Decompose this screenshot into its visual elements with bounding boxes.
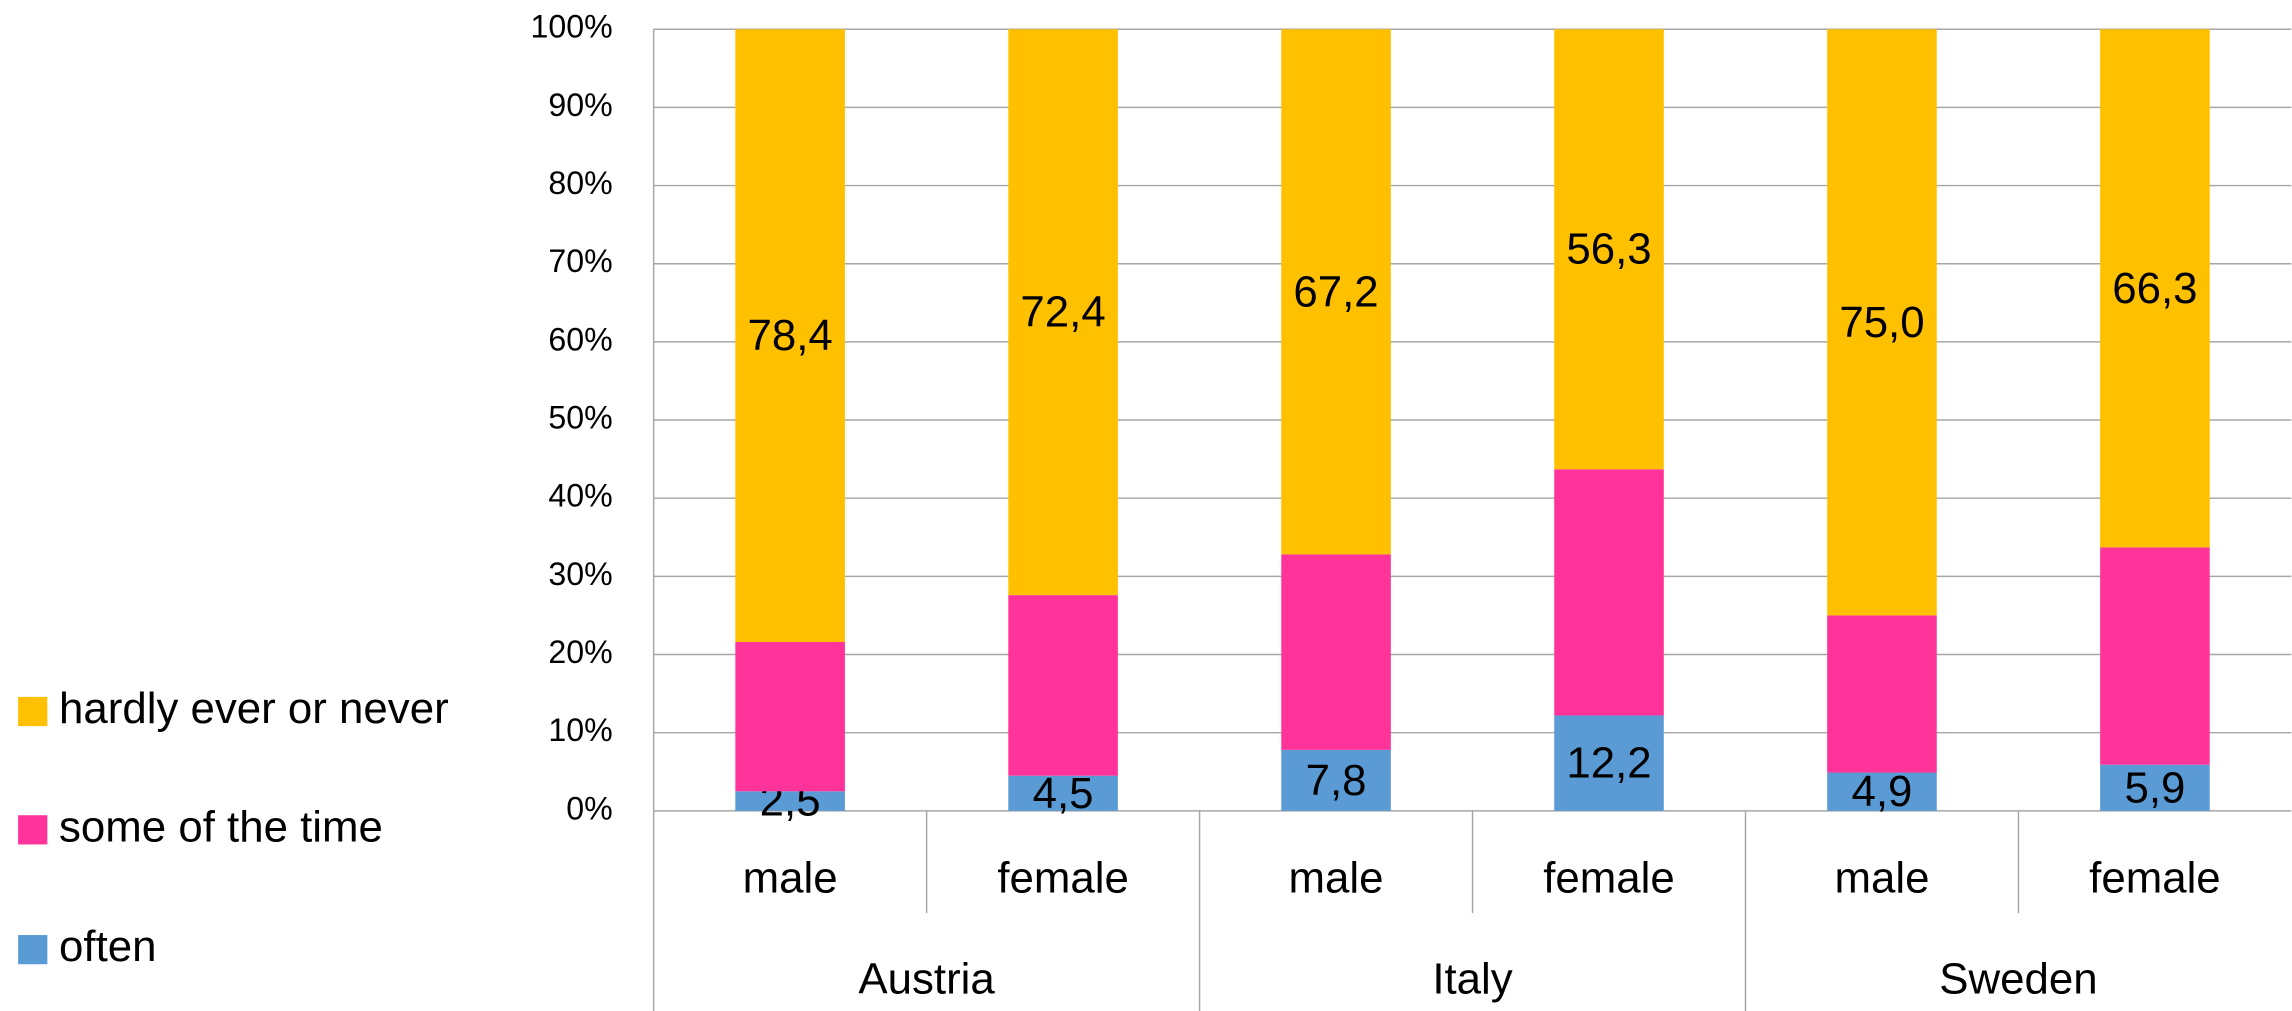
y-tick-label: 0% xyxy=(566,790,612,826)
x-tick-label: male xyxy=(743,854,838,903)
value-label: 78,4 xyxy=(747,311,832,360)
value-label: 4,9 xyxy=(1852,767,1913,816)
bar-segment xyxy=(2100,764,2210,811)
bar-segment xyxy=(1281,29,1391,555)
value-label: 75,0 xyxy=(1839,298,1924,347)
value-label: 66,3 xyxy=(2112,264,2197,313)
value-label: 5,9 xyxy=(2124,763,2185,812)
y-tick-label: 90% xyxy=(548,87,612,123)
value-label: 4,5 xyxy=(1033,769,1094,818)
bar-segment xyxy=(1554,469,1664,716)
y-tick-label: 60% xyxy=(548,321,612,357)
legend-marker xyxy=(18,815,48,845)
legend-label: hardly ever or never xyxy=(59,684,449,733)
legend-label: often xyxy=(59,922,156,971)
x-tick-label: female xyxy=(2089,854,2221,903)
value-label: 67,2 xyxy=(1293,267,1378,316)
y-tick-label: 10% xyxy=(548,712,612,748)
bar-segment xyxy=(1827,29,1937,616)
bar-segment xyxy=(1554,29,1664,470)
x-tick-label: male xyxy=(1834,854,1929,903)
value-label: 72,4 xyxy=(1020,288,1105,337)
bar-segment xyxy=(1554,715,1664,811)
group-label: Sweden xyxy=(1939,954,2097,1003)
y-tick-label: 50% xyxy=(548,400,612,436)
bar-segment xyxy=(1281,749,1391,811)
y-tick-label: 20% xyxy=(548,634,612,670)
y-tick-label: 40% xyxy=(548,478,612,514)
y-tick-label: 30% xyxy=(548,556,612,592)
x-tick-label: female xyxy=(997,854,1129,903)
value-label: 12,2 xyxy=(1566,739,1651,788)
bar-segment xyxy=(1827,772,1937,811)
bar-segment xyxy=(1827,615,1937,773)
bar-segment xyxy=(2100,547,2210,765)
legend-marker xyxy=(18,935,48,965)
y-tick-label: 70% xyxy=(548,243,612,279)
bar-segment xyxy=(1008,775,1118,811)
legend-label: some of the time xyxy=(59,802,383,851)
value-label: 56,3 xyxy=(1566,225,1651,274)
y-tick-label: 80% xyxy=(548,165,612,201)
group-label: Italy xyxy=(1432,954,1512,1003)
group-label: Austria xyxy=(858,954,995,1003)
bar-segment xyxy=(2100,29,2210,548)
bar-segment xyxy=(735,791,845,811)
bar-segment xyxy=(1008,595,1118,776)
value-label: 7,8 xyxy=(1306,756,1367,805)
legend-marker xyxy=(18,696,48,727)
bar-segment xyxy=(735,642,845,792)
y-tick-label: 100% xyxy=(531,9,613,45)
bar-segment xyxy=(1008,29,1118,596)
x-tick-label: female xyxy=(1543,854,1675,903)
bar-segment xyxy=(735,29,845,643)
bar-segment xyxy=(1281,554,1391,750)
x-tick-label: male xyxy=(1289,854,1384,903)
